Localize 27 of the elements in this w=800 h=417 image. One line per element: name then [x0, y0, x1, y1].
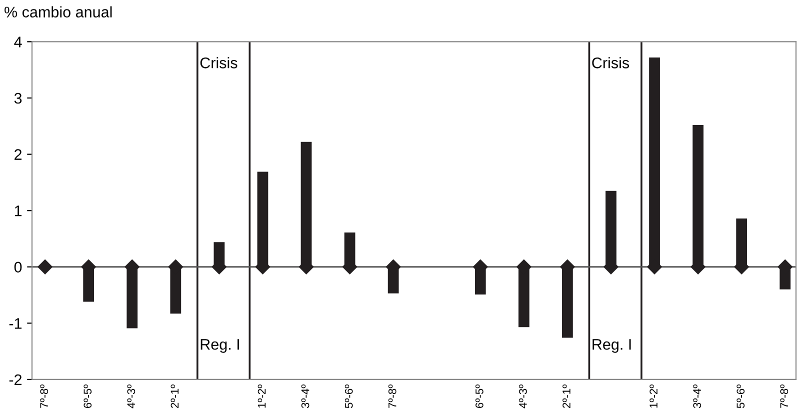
x-tick-label: 6º-5º [84, 384, 92, 408]
x-tick-label: 4º-3º [519, 384, 527, 408]
x-tick-label: 5º-6º [344, 384, 353, 408]
y-tick-label: 2 [14, 149, 22, 160]
annotation: Reg. I [592, 339, 631, 353]
y-tick-label: -2 [9, 374, 22, 386]
x-tick-label: 6º-5º [475, 384, 484, 408]
x-tick-label: 4º-3º [127, 384, 136, 408]
x-tick-label: 1º-2º [258, 384, 266, 408]
y-tick-label: 3 [14, 92, 22, 104]
y-tick-label: 1 [14, 206, 22, 216]
x-tick-label: 7º-8º [388, 384, 396, 408]
annotation: Crisis [592, 57, 630, 68]
x-tick-label: 2º-1º [170, 384, 179, 408]
y-tick-label: 0 [14, 262, 22, 273]
x-tick-label: 2º-1º [562, 384, 570, 408]
y-axis-title: % cambio anual [4, 6, 112, 18]
y-tick-label: 4 [14, 36, 22, 48]
x-tick-label: 7º-8º [40, 384, 48, 408]
x-tick-label: 5º-6º [736, 384, 745, 408]
x-tick-label: 1º-2º [650, 384, 658, 408]
x-tick-label: 3º-4º [693, 384, 702, 408]
y-tick-label: -1 [9, 318, 22, 329]
x-tick-label: 7º-8º [780, 384, 788, 408]
annotation: Reg. I [200, 339, 239, 353]
annotation: Crisis [200, 57, 238, 68]
x-tick-label: 3º-4º [301, 384, 310, 408]
